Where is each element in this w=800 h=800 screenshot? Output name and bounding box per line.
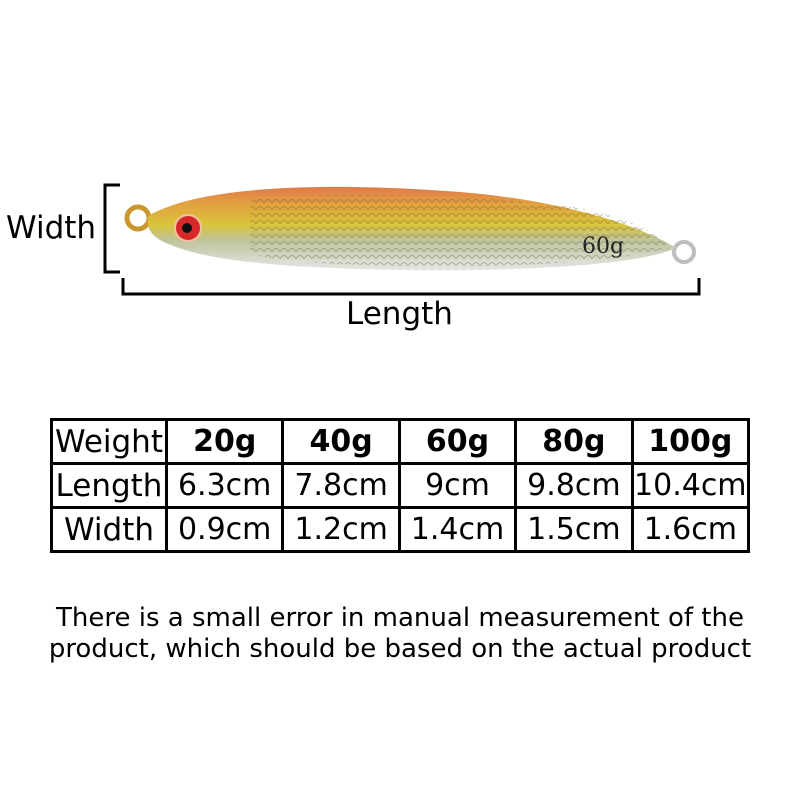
row-header: Length	[50, 462, 168, 509]
table-cell: 1.2cm	[281, 506, 401, 553]
row-header: Width	[50, 506, 168, 553]
table-cell: 0.9cm	[164, 506, 285, 553]
lure-scales	[250, 194, 670, 267]
length-bracket	[121, 278, 701, 296]
table-cell: 1.6cm	[630, 506, 751, 553]
rear-eyelet	[672, 240, 696, 264]
note-line: There is a small error in manual measure…	[56, 603, 744, 633]
table-cell: 6.3cm	[164, 462, 285, 509]
table-row-length: Length 6.3cm 7.8cm 9cm 9.8cm 10.4cm	[50, 462, 751, 509]
row-header: Weight	[50, 418, 168, 465]
table-cell: 9.8cm	[514, 462, 634, 509]
table-row-weight: Weight 20g 40g 60g 80g 100g	[50, 418, 751, 465]
measurement-note: There is a small error in manual measure…	[0, 603, 800, 665]
lure-marking: 60g	[582, 234, 624, 259]
table-cell: 1.4cm	[397, 506, 518, 553]
table-cell: 60g	[397, 418, 518, 465]
front-eyelet	[124, 204, 152, 232]
lure-diagram: 60g	[103, 183, 701, 296]
width-label: Width	[6, 210, 97, 246]
width-bracket	[103, 183, 120, 274]
table-cell: 80g	[514, 418, 634, 465]
table-cell: 1.5cm	[514, 506, 634, 553]
table-cell: 20g	[164, 418, 285, 465]
length-label: Length	[346, 296, 453, 332]
note-line: product, which should be based on the ac…	[48, 634, 752, 664]
spec-table: Weight 20g 40g 60g 80g 100g Length 6.3cm…	[50, 418, 751, 553]
table-cell: 7.8cm	[281, 462, 401, 509]
table-cell: 100g	[630, 418, 751, 465]
table-cell: 40g	[281, 418, 401, 465]
table-row-width: Width 0.9cm 1.2cm 1.4cm 1.5cm 1.6cm	[50, 506, 751, 553]
lure-pupil	[182, 223, 192, 233]
table-cell: 10.4cm	[630, 462, 751, 509]
table-cell: 9cm	[397, 462, 518, 509]
